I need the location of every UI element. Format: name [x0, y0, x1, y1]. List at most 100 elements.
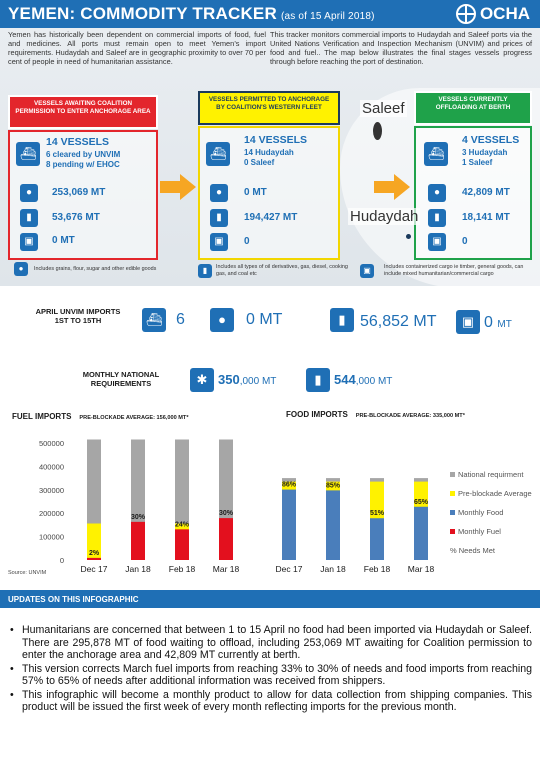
intro-right: This tracker monitors commercial imports… [270, 30, 532, 66]
legend-label: % Needs Met [450, 546, 496, 555]
cargo-box-icon: ▣ [456, 310, 480, 334]
stage-offloading-heading: VESSELS CURRENTLY OFFLOADING AT BERTH [414, 91, 532, 125]
y-tick-label: 0 [60, 556, 64, 565]
legend-other-text: Includes containerized cargo ie timber, … [384, 264, 524, 277]
cargo-box-icon: ▣ [360, 264, 374, 278]
ship-icon: ⛴ [142, 308, 166, 332]
cargo-box-icon: ▣ [20, 233, 38, 251]
april-other: 0 MT [484, 314, 512, 332]
april-vessels: 6 [176, 311, 185, 328]
fuel-pump-icon: ▮ [198, 264, 212, 278]
fuel-pump-icon: ▮ [20, 209, 38, 227]
hudaydah-port-dot [406, 234, 411, 239]
legend-fuel-text: Includes all types of oil derivatives, g… [216, 264, 348, 277]
category-label: Mar 18 [213, 564, 240, 574]
april-fuel: 56,852 MT [360, 313, 437, 330]
kamaran-island [373, 122, 382, 140]
vessel-count: 4 VESSELS [462, 134, 520, 146]
monthly-label-line2: REQUIREMENTS [90, 379, 152, 388]
fuel-pump-icon: ▮ [306, 368, 330, 392]
ship-icon: ⛴ [206, 142, 230, 166]
stage-awaiting-heading: VESSELS AWAITING COALITION PERMISSION TO… [8, 95, 158, 129]
legend-food-text: Includes grains, flour, sugar and other … [34, 266, 157, 272]
bar-monthly [87, 557, 101, 560]
y-tick-label: 400000 [39, 462, 64, 471]
monthly-food-unit: ,000 MT [239, 376, 277, 387]
intro-left: Yemen has historically been dependent on… [8, 30, 266, 66]
vessel-detail-2: 1 Saleef [462, 158, 493, 167]
category-label: Feb 18 [169, 564, 196, 574]
bar-monthly [175, 529, 189, 560]
title-text: YEMEN: COMMODITY TRACKER [8, 4, 277, 23]
un-emblem-icon [455, 4, 476, 24]
cargo-box-icon: ▣ [428, 233, 446, 251]
data-label: 30% [131, 514, 146, 521]
category-label: Jan 18 [320, 564, 346, 574]
y-tick-label: 200000 [39, 509, 64, 518]
other-tonnage: 0 MT [52, 235, 75, 246]
source-note: Source: UNVIM [8, 570, 47, 576]
vessel-detail-2: 8 pending w/ EHOC [46, 160, 120, 169]
bar-monthly [414, 506, 428, 560]
food-sack-icon: ● [14, 262, 28, 276]
april-food: 0 MT [246, 311, 283, 328]
data-label: 65% [414, 499, 429, 506]
fuel-pump-icon: ▮ [210, 209, 228, 227]
food-sack-icon: ● [428, 184, 446, 202]
import-charts: 0 100000 200000 300000 400000 500000 2% Dec 17 3… [39, 439, 532, 574]
ship-icon: ⛴ [424, 142, 448, 166]
food-tonnage: 42,809 MT [462, 187, 510, 198]
monthly-fuel: 544,000 MT [334, 372, 392, 387]
data-label: 24% [175, 521, 190, 528]
april-other-value: 0 [484, 314, 493, 331]
legend-label: Monthly Fuel [458, 527, 501, 536]
bar-monthly [326, 490, 340, 560]
stage-awaiting-panel: ⛴ 14 VESSELS 6 cleared by UNVIM 8 pendin… [8, 130, 158, 260]
fuel-chart-note: PRE-BLOCKADE AVERAGE: 156,000 MT* [79, 415, 189, 421]
flow-arrow-2 [374, 174, 410, 200]
food-chart-note: PRE-BLOCKADE AVERAGE: 335,000 MT* [355, 413, 465, 419]
update-item: Humanitarians are concerned that between… [8, 624, 532, 662]
category-label: Dec 17 [276, 564, 303, 574]
wheat-icon: ✱ [190, 368, 214, 392]
fuel-tonnage: 194,427 MT [244, 212, 298, 223]
other-tonnage: 0 [462, 236, 468, 247]
vessel-detail-2: 0 Saleef [244, 158, 275, 167]
vessel-count: 14 VESSELS [244, 134, 308, 146]
bar-monthly [219, 518, 233, 560]
header-bar: YEMEN: COMMODITY TRACKER (as of 15 April … [0, 0, 540, 28]
title-date: (as of 15 April 2018) [280, 11, 375, 22]
food-sack-icon: ● [210, 308, 234, 332]
april-label-line1: APRIL UNVIM IMPORTS [35, 307, 121, 316]
april-other-unit: MT [497, 319, 512, 330]
vessel-detail-1: 6 cleared by UNVIM [46, 150, 121, 159]
legend-swatch [450, 529, 455, 534]
stage-permitted-panel: ⛴ 14 VESSELS 14 Hudaydah 0 Saleef ● 0 MT… [198, 126, 340, 260]
y-tick-label: 100000 [39, 533, 64, 542]
category-label: Mar 18 [408, 564, 435, 574]
vessel-count: 14 VESSELS [46, 136, 110, 148]
fuel-tonnage: 53,676 MT [52, 212, 100, 223]
monthly-label: MONTHLY NATIONAL REQUIREMENTS [66, 370, 176, 388]
data-label: 86% [282, 482, 297, 489]
bar-monthly [282, 489, 296, 560]
fuel-pump-icon: ▮ [330, 308, 354, 332]
monthly-label-line1: MONTHLY NATIONAL [82, 370, 160, 379]
data-label: 51% [370, 510, 385, 517]
stage-offloading-panel: ⛴ 4 VESSELS 3 Hudaydah 1 Saleef ● 42,809… [414, 126, 532, 260]
food-sack-icon: ● [210, 184, 228, 202]
stage-permitted-heading: VESSELS PERMITTED TO ANCHORAGE BY COALIT… [198, 91, 340, 125]
monthly-food: 350,000 MT [218, 372, 276, 387]
data-label: 2% [89, 550, 100, 557]
fuel-chart-title: FUEL IMPORTS PRE-BLOCKADE AVERAGE: 156,00… [12, 412, 189, 421]
monthly-fuel-value: 544 [334, 372, 356, 387]
category-label: Jan 18 [125, 564, 151, 574]
fuel-tonnage: 18,141 MT [462, 212, 510, 223]
map-label-saleef: Saleef [360, 100, 407, 117]
other-tonnage: 0 [244, 236, 250, 247]
food-chart-title-text: FOOD IMPORTS [286, 410, 348, 419]
update-item: This version corrects March fuel imports… [8, 663, 532, 688]
bar-monthly [131, 521, 145, 560]
data-label: 30% [219, 510, 234, 517]
update-item: This infographic will become a monthly p… [8, 689, 532, 714]
